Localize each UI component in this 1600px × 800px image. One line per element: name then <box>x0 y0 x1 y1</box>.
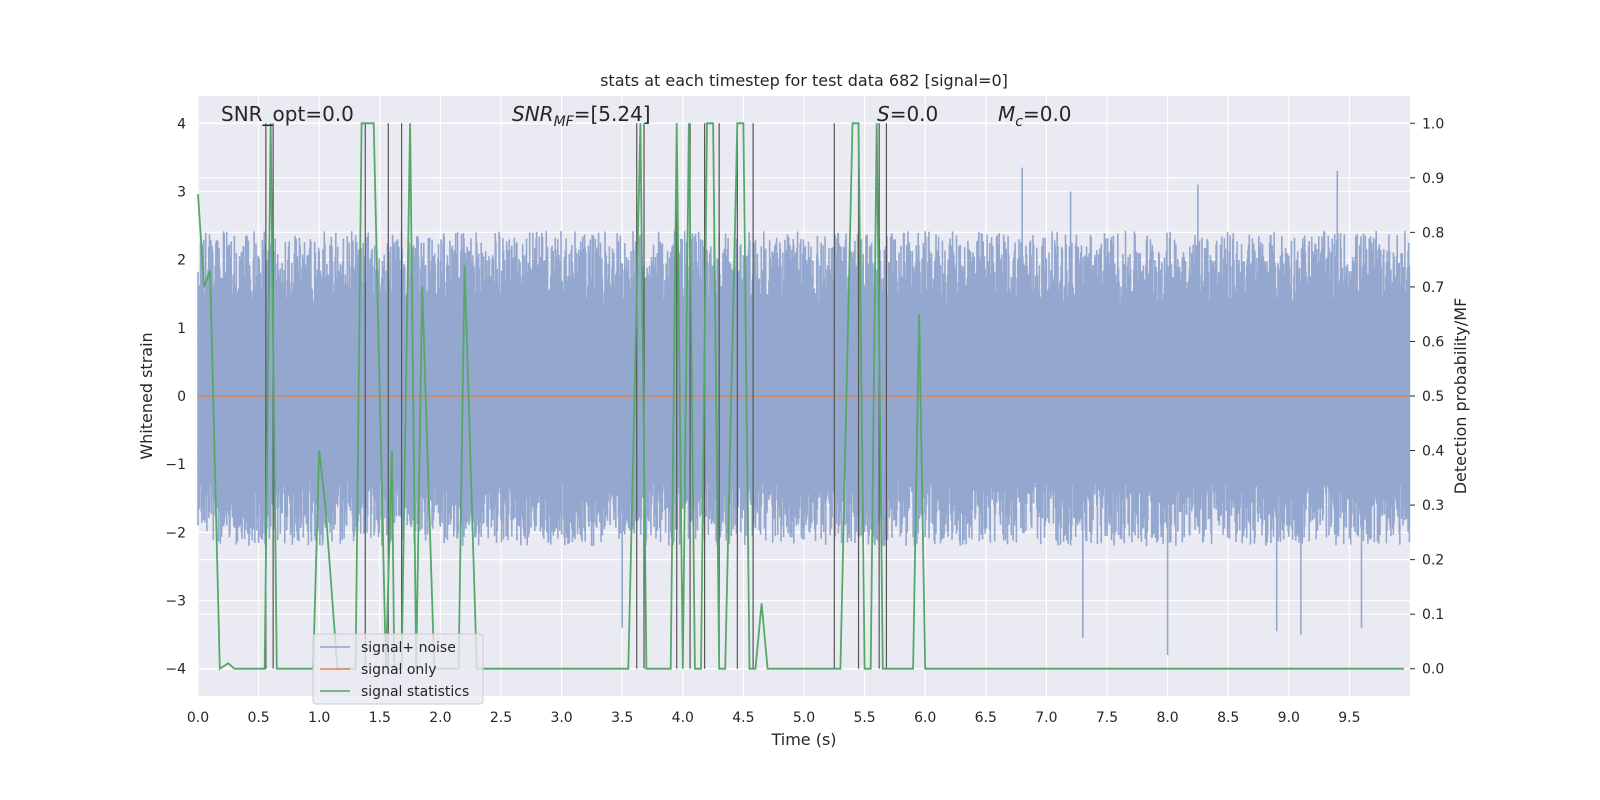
y-right-tick-label: 1.0 <box>1422 116 1444 132</box>
series-signal-statistics <box>197 122 1404 671</box>
y-left-tick-label: 0 <box>177 389 186 405</box>
x-tick-label: 8.0 <box>1156 710 1178 726</box>
y-right-tick-label: 0.3 <box>1422 498 1444 514</box>
y-left-tick-label: 4 <box>177 116 186 132</box>
y-left-tick-label: 2 <box>177 253 186 269</box>
x-tick-label: 7.5 <box>1096 710 1118 726</box>
x-axis-ticks: 0.0 0.5 1.0 1.5 2.0 2.5 3.0 3.5 4.0 4.5 5.0 5.5 6.0 6… <box>187 710 1361 726</box>
x-tick-label: 5.0 <box>793 710 815 726</box>
y-right-tick-label: 0.0 <box>1422 662 1444 678</box>
y-right-tick-label: 0.6 <box>1422 334 1444 350</box>
y-left-tick-label: −3 <box>165 594 186 610</box>
y-axis-right-label: Detection probability/MF <box>1451 298 1470 495</box>
y-right-tick-label: 0.5 <box>1422 389 1444 405</box>
x-tick-label: 7.0 <box>1035 710 1057 726</box>
y-axis-right-ticks: 0.0 0.1 0.2 0.3 0.4 0.5 0.6 0.7 0.8 0.9 1.0 <box>1410 116 1444 678</box>
x-tick-label: 9.0 <box>1278 710 1300 726</box>
annotation-2: S=0.0 <box>877 102 938 126</box>
y-right-tick-label: 0.2 <box>1422 553 1444 569</box>
x-tick-label: 1.0 <box>308 710 330 726</box>
y-right-tick-label: 0.8 <box>1422 225 1444 241</box>
annotations: SNR_opt=0.0 SNRMF=[5.24] S=0.0 Mc=0.0 <box>221 102 1072 130</box>
legend-label-signal-only: signal only <box>361 662 436 678</box>
y-right-tick-label: 0.1 <box>1422 607 1444 623</box>
x-tick-label: 2.5 <box>490 710 512 726</box>
chart-title: stats at each timestep for test data 682… <box>600 71 1008 90</box>
x-tick-label: 5.5 <box>853 710 875 726</box>
y-right-tick-label: 0.4 <box>1422 444 1444 460</box>
y-left-tick-label: 1 <box>177 321 186 337</box>
vertical-markers <box>265 123 888 669</box>
legend-label-signal-noise: signal+ noise <box>361 640 456 656</box>
x-tick-label: 6.5 <box>975 710 997 726</box>
x-tick-label: 2.0 <box>429 710 451 726</box>
y-left-tick-label: −1 <box>165 457 186 473</box>
annotation-1: SNRMF=[5.24] <box>512 102 651 130</box>
x-tick-label: 4.0 <box>672 710 694 726</box>
signal-statistics-line <box>197 122 1404 671</box>
x-tick-label: 4.5 <box>732 710 754 726</box>
x-tick-label: 9.5 <box>1338 710 1360 726</box>
x-tick-label: 0.0 <box>187 710 209 726</box>
y-axis-left-label: Whitened strain <box>137 332 156 459</box>
x-tick-label: 1.5 <box>369 710 391 726</box>
x-tick-label: 3.5 <box>611 710 633 726</box>
legend-box <box>312 633 484 705</box>
annotation-3: Mc=0.0 <box>998 102 1072 130</box>
y-axis-left-ticks: −4 −3 −2 −1 0 1 2 3 4 <box>165 116 186 677</box>
x-tick-label: 3.0 <box>550 710 572 726</box>
y-left-tick-label: 3 <box>177 184 186 200</box>
x-tick-label: 0.5 <box>247 710 269 726</box>
y-left-tick-label: −2 <box>165 525 186 541</box>
y-right-tick-label: 0.7 <box>1422 280 1444 296</box>
y-right-tick-label: 0.9 <box>1422 171 1444 187</box>
legend: signal+ noise signal only signal statist… <box>312 633 484 705</box>
x-tick-label: 6.0 <box>914 710 936 726</box>
y-left-tick-label: −4 <box>165 662 186 678</box>
annotation-0: SNR_opt=0.0 <box>221 102 354 126</box>
legend-label-signal-statistics: signal statistics <box>361 684 469 700</box>
x-axis-label: Time (s) <box>770 730 836 749</box>
x-tick-label: 8.5 <box>1217 710 1239 726</box>
